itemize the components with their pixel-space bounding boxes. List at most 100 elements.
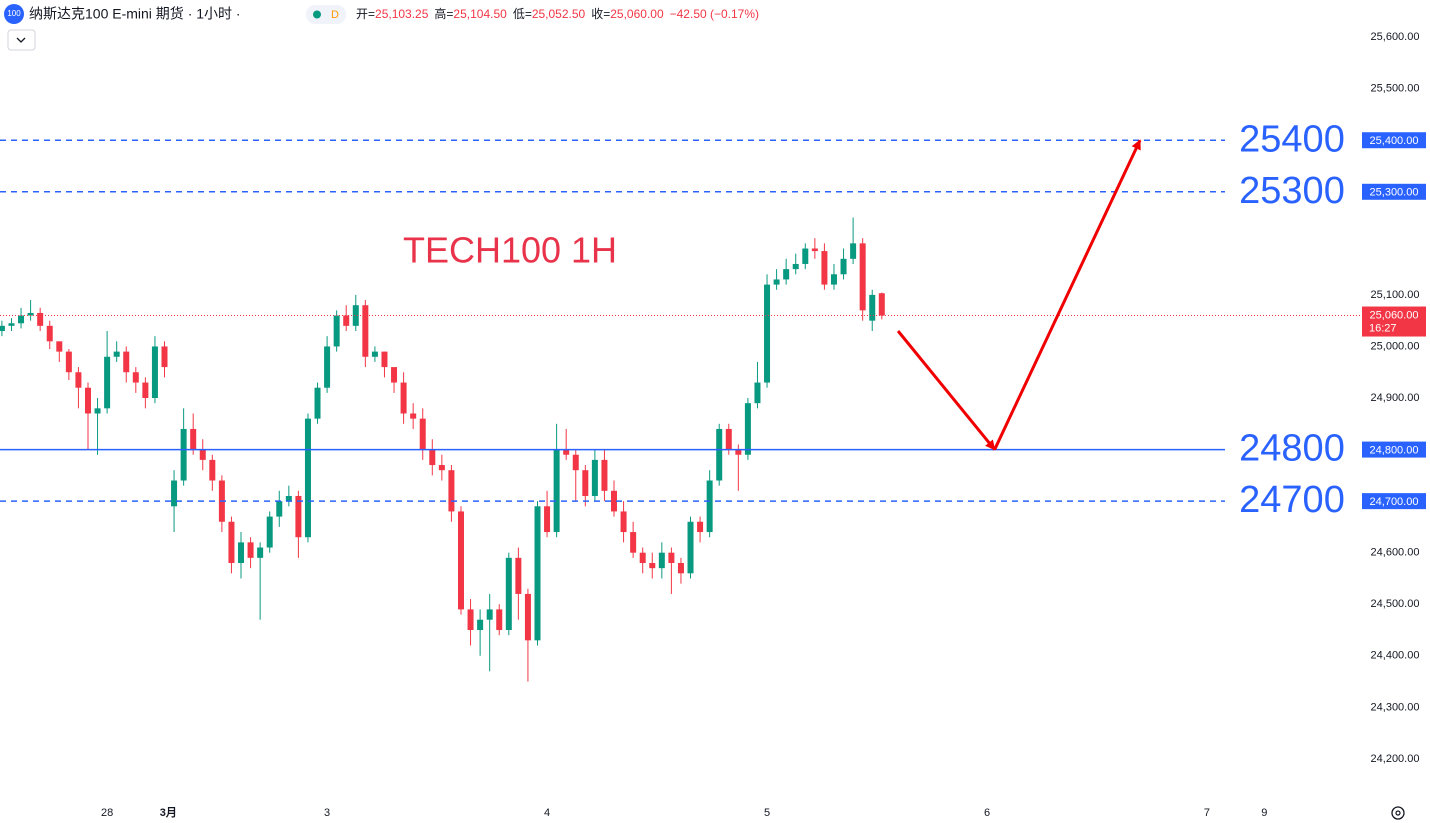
candle-body — [725, 428, 732, 450]
ohlc-label: 高= — [434, 6, 453, 21]
level-tag-label: 25,400.00 — [1370, 135, 1419, 147]
settings-icon[interactable] — [1391, 806, 1405, 820]
collapse-button[interactable] — [7, 29, 36, 51]
candle-body — [304, 418, 311, 538]
level-label: 24700 — [1239, 479, 1345, 521]
candle-body — [429, 449, 436, 466]
ohlc-value: 25,104.50 — [453, 7, 507, 21]
candle-body — [773, 279, 780, 285]
candle-body — [830, 274, 837, 285]
candle-body — [840, 258, 847, 275]
badge: D — [331, 9, 339, 21]
candle-body — [630, 532, 637, 553]
ohlc-label: 低= — [513, 7, 532, 21]
candle-body — [534, 506, 541, 641]
candle-body — [697, 521, 704, 533]
badge-bg[interactable] — [306, 5, 346, 24]
y-tick-label: 25,100.00 — [1371, 289, 1420, 301]
candle-body — [553, 449, 560, 533]
candle-body — [850, 243, 857, 259]
candle-body — [209, 459, 216, 481]
candle-body — [783, 269, 790, 280]
candle-body — [228, 521, 235, 563]
candle-body — [792, 263, 799, 270]
ohlc-value: 25,060.00 — [610, 7, 664, 21]
candle-body — [104, 356, 111, 409]
symbol-icon — [4, 4, 24, 24]
candle-body — [333, 315, 340, 347]
y-tick-label: 24,600.00 — [1371, 547, 1420, 559]
candle-body — [744, 403, 751, 455]
candle-body — [123, 351, 130, 373]
candle-body — [362, 305, 369, 357]
candle-body — [257, 547, 264, 558]
candle-body — [764, 284, 771, 383]
countdown: 16:27 — [1369, 322, 1397, 334]
x-tick-label: 6 — [984, 807, 990, 819]
settings-icon-center — [1395, 810, 1401, 816]
arrow-segment — [993, 139, 1142, 451]
candle-body — [37, 312, 44, 326]
annotation: TECH100 1H — [403, 230, 617, 271]
x-tick-label: 3月 — [160, 806, 177, 819]
candle-body — [677, 562, 684, 574]
y-tick-label: 24,400.00 — [1371, 650, 1420, 662]
candle-body — [132, 372, 139, 383]
candle-body — [496, 609, 503, 631]
candle-body — [371, 351, 378, 357]
candle-body — [515, 557, 522, 594]
candle-body — [658, 552, 665, 569]
change: −42.50 (−0.17%) — [670, 7, 759, 21]
candle-body — [266, 516, 273, 548]
y-tick-label: 24,300.00 — [1371, 701, 1420, 713]
ohlc-value: 25,052.50 — [532, 7, 586, 21]
y-tick-label: 24,500.00 — [1371, 598, 1420, 610]
candle-body — [859, 243, 866, 311]
candle-body — [878, 293, 885, 316]
candle-body — [199, 449, 206, 460]
candle-body — [75, 372, 82, 388]
y-tick-label: 25,600.00 — [1371, 31, 1420, 43]
candle-body — [611, 490, 618, 512]
candle-body — [802, 248, 809, 264]
y-tick-label: 24,900.00 — [1371, 392, 1420, 404]
candle-body — [716, 428, 723, 481]
collapse-icon — [16, 37, 26, 43]
candle-body — [46, 325, 53, 342]
level-tag-label: 24,800.00 — [1370, 444, 1419, 456]
candle-body — [448, 470, 455, 512]
candle-body — [324, 346, 331, 388]
candle-body — [735, 449, 742, 455]
level-label: 24800 — [1239, 428, 1345, 470]
candle-body — [410, 413, 417, 419]
level-tag — [1362, 441, 1426, 458]
candle-body — [869, 294, 876, 321]
candle-body — [563, 449, 570, 455]
current-price-tag — [1362, 306, 1426, 337]
level-tag-label: 25,300.00 — [1370, 187, 1419, 199]
candle-body — [56, 341, 63, 352]
level-tag — [1362, 132, 1426, 149]
candle-body — [295, 495, 302, 538]
candle-body — [238, 542, 245, 563]
candle-body — [649, 562, 656, 569]
candle-body — [601, 459, 608, 491]
candle-body — [591, 459, 598, 496]
candle-body — [180, 428, 187, 481]
candle-body — [438, 465, 445, 471]
candle-body — [27, 312, 34, 316]
arrow-segment — [896, 330, 996, 451]
level-label: 25400 — [1239, 118, 1345, 160]
x-tick-label: 4 — [544, 807, 550, 819]
candle-body — [0, 325, 5, 331]
candle-body — [668, 552, 675, 563]
candle-body — [467, 609, 474, 631]
y-tick-label: 25,000.00 — [1371, 340, 1420, 352]
candle-body — [161, 346, 168, 368]
x-tick-label: 3 — [324, 807, 330, 819]
candle-body — [171, 480, 178, 507]
candle-body — [84, 387, 91, 414]
level-tag-label: 24,700.00 — [1370, 496, 1419, 508]
candle-body — [811, 248, 818, 252]
